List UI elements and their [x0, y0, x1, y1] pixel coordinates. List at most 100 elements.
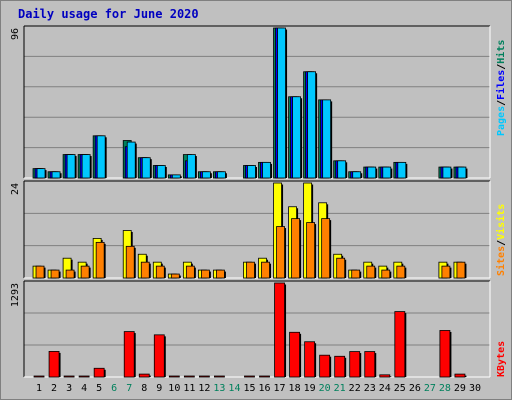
- legend-sites: Sites: [495, 246, 507, 276]
- x-tick-label-day-6: 6: [111, 383, 117, 394]
- kbytes-bar-day-3: [63, 375, 75, 378]
- sites-bar-day-18: [291, 218, 300, 279]
- pages-bar-day-4: [81, 154, 91, 179]
- x-tick-label-day-26: 26: [409, 383, 421, 394]
- legend-pages: Pages: [496, 106, 507, 136]
- x-tick-label-day-4: 4: [81, 383, 87, 394]
- x-tick-label-day-11: 11: [183, 383, 195, 394]
- kbytes-bar-day-10: [168, 375, 180, 378]
- pages-bar-day-29: [457, 166, 467, 179]
- sites-bar-day-29: [456, 261, 466, 279]
- pages-bar-day-8: [141, 157, 151, 179]
- x-tick-label-day-27: 27: [424, 383, 436, 394]
- pages-bar-day-3: [66, 154, 76, 179]
- legend-kbytes: KBytes: [496, 341, 507, 377]
- pages-bar-day-21: [337, 160, 347, 179]
- sites-bar-day-10: [170, 273, 180, 279]
- sites-bar-day-5: [95, 241, 105, 279]
- kbytes-bar-day-20: [319, 354, 331, 378]
- pages-bar-day-18: [292, 96, 301, 179]
- y-max-label-sites-visits: 24: [10, 183, 21, 195]
- kbytes-bar-day-29: [454, 373, 466, 378]
- kbytes-bar-day-11: [183, 375, 195, 378]
- legend-separator: /: [496, 240, 507, 246]
- x-tick-label-day-13: 13: [213, 383, 225, 394]
- sites-bar-day-3: [65, 269, 75, 279]
- legend-files: Files: [495, 70, 507, 100]
- pages-bar-day-17: [277, 27, 286, 179]
- kbytes-bar-day-22: [349, 351, 361, 378]
- x-tick-label-day-19: 19: [304, 383, 316, 394]
- legend-hits-files-pages: Pages/Files/Hits: [495, 40, 507, 136]
- sites-bar-day-24: [381, 269, 391, 279]
- x-tick-label-day-21: 21: [334, 383, 346, 394]
- pages-bar-day-1: [36, 168, 46, 179]
- kbytes-bar-day-16: [259, 375, 270, 378]
- pages-bar-day-5: [96, 135, 106, 179]
- kbytes-bar-day-9: [153, 334, 165, 378]
- x-tick-label-day-7: 7: [126, 383, 132, 394]
- kbytes-bar-day-2: [48, 351, 60, 378]
- kbytes-bar-day-23: [364, 351, 376, 378]
- x-tick-label-day-29: 29: [454, 383, 466, 394]
- x-tick-label-day-2: 2: [51, 383, 57, 394]
- pages-bar-day-22: [352, 171, 362, 179]
- kbytes-bar-day-5: [93, 367, 105, 378]
- sites-bar-day-8: [140, 261, 150, 279]
- kbytes-bar-day-8: [138, 373, 150, 378]
- pages-bar-day-20: [322, 99, 332, 179]
- pages-bar-day-25: [397, 161, 407, 179]
- x-tick-label-day-18: 18: [289, 383, 301, 394]
- x-tick-label-day-9: 9: [156, 383, 162, 394]
- legend-kbytes: KBytes: [496, 341, 507, 377]
- sites-bar-day-4: [80, 265, 90, 279]
- x-tick-label-day-17: 17: [274, 383, 286, 394]
- pages-bar-day-19: [307, 71, 317, 179]
- chart-title: Daily usage for June 2020: [18, 7, 199, 21]
- x-tick-label-day-10: 10: [168, 383, 180, 394]
- panel-background-3: [24, 281, 490, 377]
- x-tick-label-day-14: 14: [228, 383, 240, 394]
- kbytes-bar-day-25: [394, 311, 406, 378]
- sites-bar-day-12: [200, 269, 210, 279]
- sites-bar-day-20: [321, 218, 331, 279]
- legend-visits: Visits: [495, 204, 507, 240]
- legend-separator: /: [496, 100, 507, 106]
- x-tick-label-day-28: 28: [439, 383, 451, 394]
- kbytes-bar-day-1: [33, 375, 45, 378]
- x-tick-label-day-23: 23: [364, 383, 376, 394]
- kbytes-bar-day-13: [214, 375, 225, 378]
- pages-bar-day-12: [201, 171, 211, 179]
- legend-separator: /: [496, 64, 507, 70]
- x-tick-label-day-22: 22: [349, 383, 361, 394]
- pages-bar-day-2: [51, 171, 61, 179]
- y-max-label-kbytes: 1293: [10, 283, 21, 307]
- sites-bar-day-21: [336, 257, 346, 279]
- kbytes-bar-day-19: [304, 341, 316, 378]
- pages-bar-day-13: [217, 171, 226, 179]
- kbytes-bar-day-24: [379, 374, 391, 378]
- kbytes-bar-day-21: [334, 355, 346, 378]
- sites-bar-day-19: [306, 222, 316, 279]
- y-max-label-hits-files-pages: 96: [10, 28, 21, 40]
- x-tick-label-day-15: 15: [243, 383, 255, 394]
- kbytes-bar-day-18: [289, 331, 300, 378]
- kbytes-bar-day-28: [439, 330, 451, 378]
- legend-hits: Hits: [495, 40, 507, 64]
- pages-bar-day-28: [442, 166, 452, 179]
- sites-bar-day-11: [185, 265, 195, 279]
- kbytes-bar-day-4: [78, 375, 90, 378]
- pages-bar-day-15: [247, 165, 256, 179]
- pages-bar-day-10: [171, 174, 181, 179]
- sites-bar-day-23: [366, 265, 376, 279]
- x-tick-label-day-20: 20: [319, 383, 331, 394]
- pages-bar-day-24: [382, 166, 392, 179]
- x-tick-label-day-3: 3: [66, 383, 72, 394]
- x-tick-label-day-12: 12: [198, 383, 210, 394]
- sites-bar-day-28: [441, 265, 451, 279]
- pages-bar-day-7: [126, 141, 136, 179]
- x-tick-label-day-24: 24: [379, 383, 391, 394]
- x-tick-label-day-1: 1: [36, 383, 42, 394]
- kbytes-bar-day-7: [123, 331, 135, 378]
